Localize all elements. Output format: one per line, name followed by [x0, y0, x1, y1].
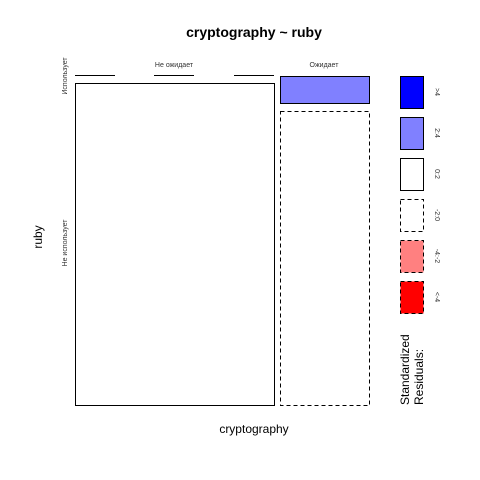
- mosaic-cell: [280, 76, 370, 104]
- legend-label: 2:4: [433, 128, 440, 138]
- legend-title: Residuals:: [412, 349, 426, 405]
- mosaic-cell: [75, 83, 275, 406]
- legend-swatch: [400, 281, 424, 314]
- legend-swatch: [400, 199, 424, 232]
- chart-title: cryptography ~ ruby: [186, 24, 322, 40]
- legend-swatch: [400, 240, 424, 273]
- mosaic-cell: [280, 111, 370, 406]
- y-axis-title: ruby: [31, 225, 45, 248]
- y-tick-label: Использует: [62, 57, 69, 95]
- x-tick-label: Ожидает: [310, 62, 340, 69]
- legend-label: -2:0: [433, 209, 440, 221]
- x-tick-label: Не ожидает: [155, 62, 194, 69]
- legend-swatch: [400, 76, 424, 109]
- legend-swatch: [400, 158, 424, 191]
- legend-swatch: [400, 117, 424, 150]
- legend-label: <-4: [433, 292, 440, 302]
- legend-title: Standardized: [398, 334, 412, 405]
- y-tick-label: Не использует: [62, 219, 69, 267]
- legend-label: >4: [433, 88, 440, 96]
- legend-label: -4:-2: [433, 249, 440, 264]
- legend-label: 0:2: [433, 169, 440, 179]
- legend: >4 2:4 0:2 -2:0 -4:-2 <-4 Standardized R…: [398, 76, 440, 405]
- x-axis-title: cryptography: [219, 422, 288, 436]
